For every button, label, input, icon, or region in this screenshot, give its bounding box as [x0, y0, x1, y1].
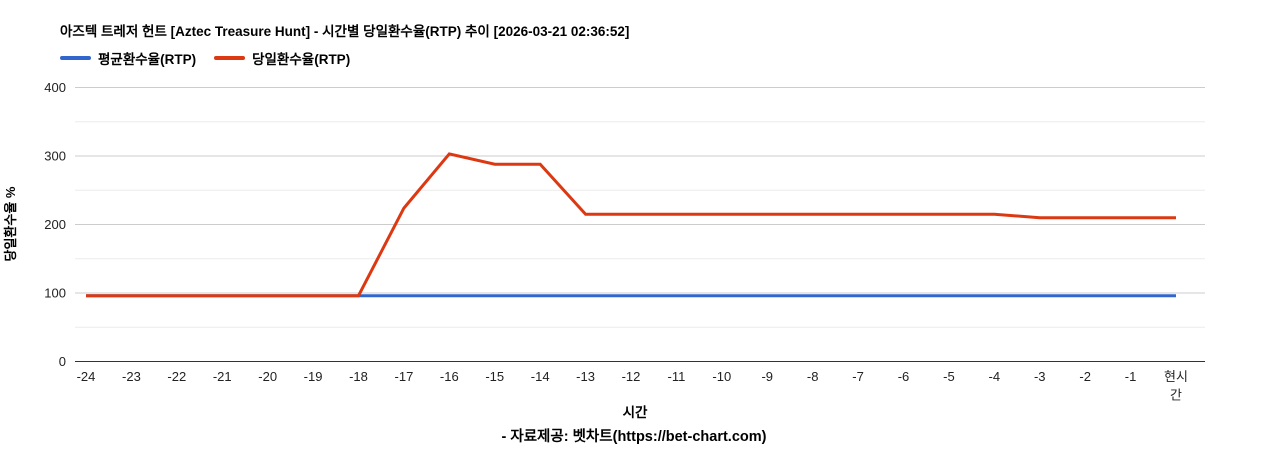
x-tick-label: -6: [898, 369, 910, 384]
y-tick-label: 0: [59, 354, 66, 369]
x-tick-label: -24: [77, 369, 96, 384]
x-tick-label: 현시 간: [1164, 369, 1188, 403]
legend-item-daily-rtp[interactable]: 당일환수율(RTP): [214, 48, 350, 68]
y-tick-label: 100: [44, 286, 66, 301]
x-tick-label: -17: [395, 369, 414, 384]
x-tick-label: -21: [213, 369, 232, 384]
x-tick-label: -9: [761, 369, 773, 384]
x-tick-label: -20: [258, 369, 277, 384]
x-tick-label: -1: [1125, 369, 1137, 384]
x-tick-label: -3: [1034, 369, 1046, 384]
y-tick-label: 300: [44, 149, 66, 164]
x-tick-label: -16: [440, 369, 459, 384]
x-tick-label: -7: [852, 369, 864, 384]
credit-text: - 자료제공: 벳차트(https://bet-chart.com): [501, 429, 767, 445]
y-axis-title: 당일환수율 %: [3, 186, 18, 261]
x-axis-title: 시간: [623, 404, 648, 420]
legend-item-average-rtp[interactable]: 평균환수율(RTP): [60, 48, 196, 68]
x-tick-label: -15: [485, 369, 504, 384]
x-tick-label: -22: [167, 369, 186, 384]
x-tick-label: -19: [304, 369, 323, 384]
x-tick-label: -14: [531, 369, 550, 384]
x-tick-label: -8: [807, 369, 819, 384]
x-tick-label: -18: [349, 369, 368, 384]
legend-label-daily-rtp: 당일환수율(RTP): [252, 52, 351, 67]
chart-title: 아즈텍 트레저 헌트 [Aztec Treasure Hunt] - 시간별 당…: [60, 24, 630, 39]
series-line-daily-rtp: [86, 152, 1176, 298]
legend: 평균환수율(RTP) 당일환수율(RTP): [60, 48, 350, 68]
daily-rtp-line-swatch: [214, 56, 246, 60]
legend-label-average-rtp: 평균환수율(RTP): [98, 52, 197, 67]
x-tick-label: -2: [1079, 369, 1091, 384]
x-tick-label: -23: [122, 369, 141, 384]
x-tick-label: -12: [622, 369, 641, 384]
x-tick-label: -11: [668, 369, 686, 384]
x-tick-label: -13: [576, 369, 595, 384]
y-tick-label: 400: [44, 80, 66, 95]
average-rtp-line-swatch: [60, 56, 91, 60]
x-tick-label: -4: [989, 369, 1001, 384]
x-tick-label: -10: [712, 369, 731, 384]
x-tick-label: -5: [943, 369, 955, 384]
y-tick-label: 200: [44, 217, 66, 232]
